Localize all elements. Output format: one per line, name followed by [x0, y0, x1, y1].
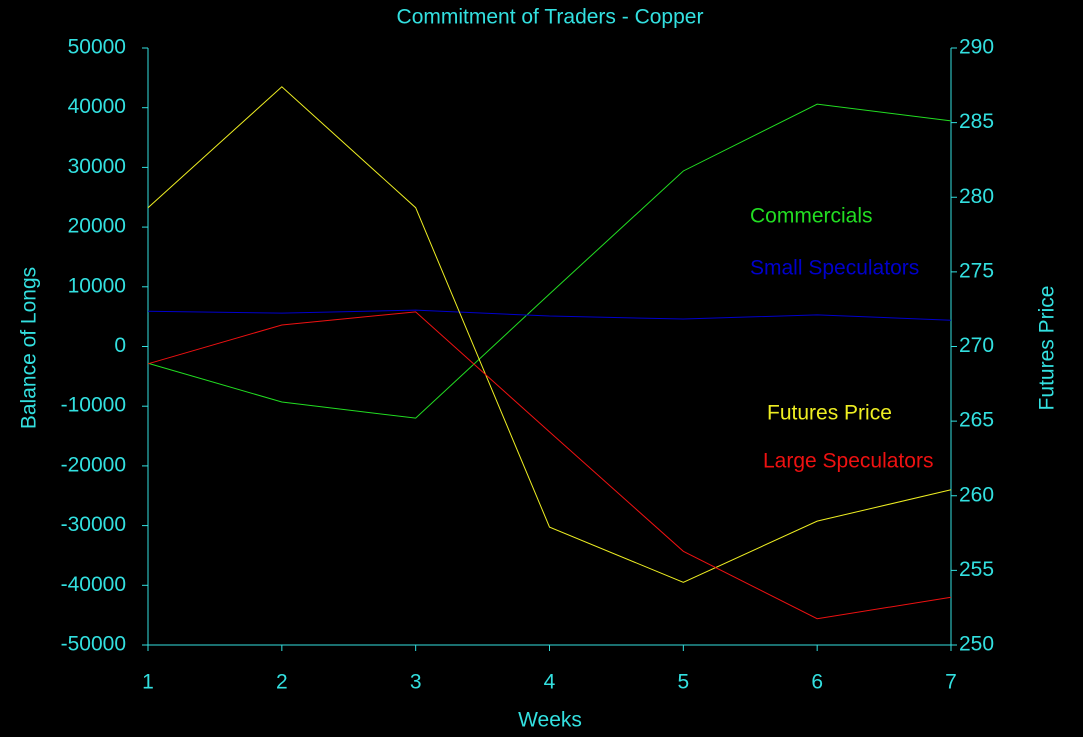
- y-tick-label: -40000: [61, 573, 126, 596]
- y-tick-label: 30000: [68, 155, 126, 178]
- y-tick-label: -50000: [61, 633, 126, 656]
- y-tick-label: 10000: [68, 274, 126, 297]
- x-tick-label: 7: [945, 671, 957, 694]
- series-line: [147, 86, 952, 583]
- x-tick-label: 1: [142, 671, 154, 694]
- y-tick-label: 0: [114, 334, 126, 357]
- legend-label: Futures Price: [767, 402, 892, 425]
- y2-tick-label: 265: [959, 409, 994, 432]
- y-tick-label: 50000: [68, 36, 126, 59]
- legend-label: Small Speculators: [750, 257, 919, 280]
- y-tick-label: -10000: [61, 394, 126, 417]
- chart-title: Commitment of Traders - Copper: [397, 6, 704, 29]
- y2-tick-label: 285: [959, 110, 994, 133]
- y-tick-label: 40000: [68, 95, 126, 118]
- series-line: [147, 103, 952, 419]
- y2-tick-label: 250: [959, 633, 994, 656]
- legend-label: Large Speculators: [763, 450, 933, 473]
- y2-tick-label: 280: [959, 185, 994, 208]
- y2-tick-label: 255: [959, 558, 994, 581]
- legend-label: Commercials: [750, 205, 873, 228]
- y-tick-label: -20000: [61, 453, 126, 476]
- x-tick-label: 2: [276, 671, 288, 694]
- x-tick-label: 4: [544, 671, 556, 694]
- series-line: [147, 309, 952, 321]
- y-tick-label: 20000: [68, 215, 126, 238]
- y2-tick-label: 290: [959, 36, 994, 59]
- series-line: [147, 311, 952, 620]
- y2-tick-label: 270: [959, 334, 994, 357]
- x-tick-label: 6: [811, 671, 823, 694]
- y2-axis-label: Futures Price: [1036, 286, 1059, 411]
- y-axis-label: Balance of Longs: [18, 267, 41, 429]
- x-tick-label: 5: [677, 671, 689, 694]
- x-tick-label: 3: [410, 671, 422, 694]
- y2-tick-label: 275: [959, 259, 994, 282]
- y-tick-label: -30000: [61, 513, 126, 536]
- x-axis-label: Weeks: [518, 709, 582, 732]
- y2-tick-label: 260: [959, 483, 994, 506]
